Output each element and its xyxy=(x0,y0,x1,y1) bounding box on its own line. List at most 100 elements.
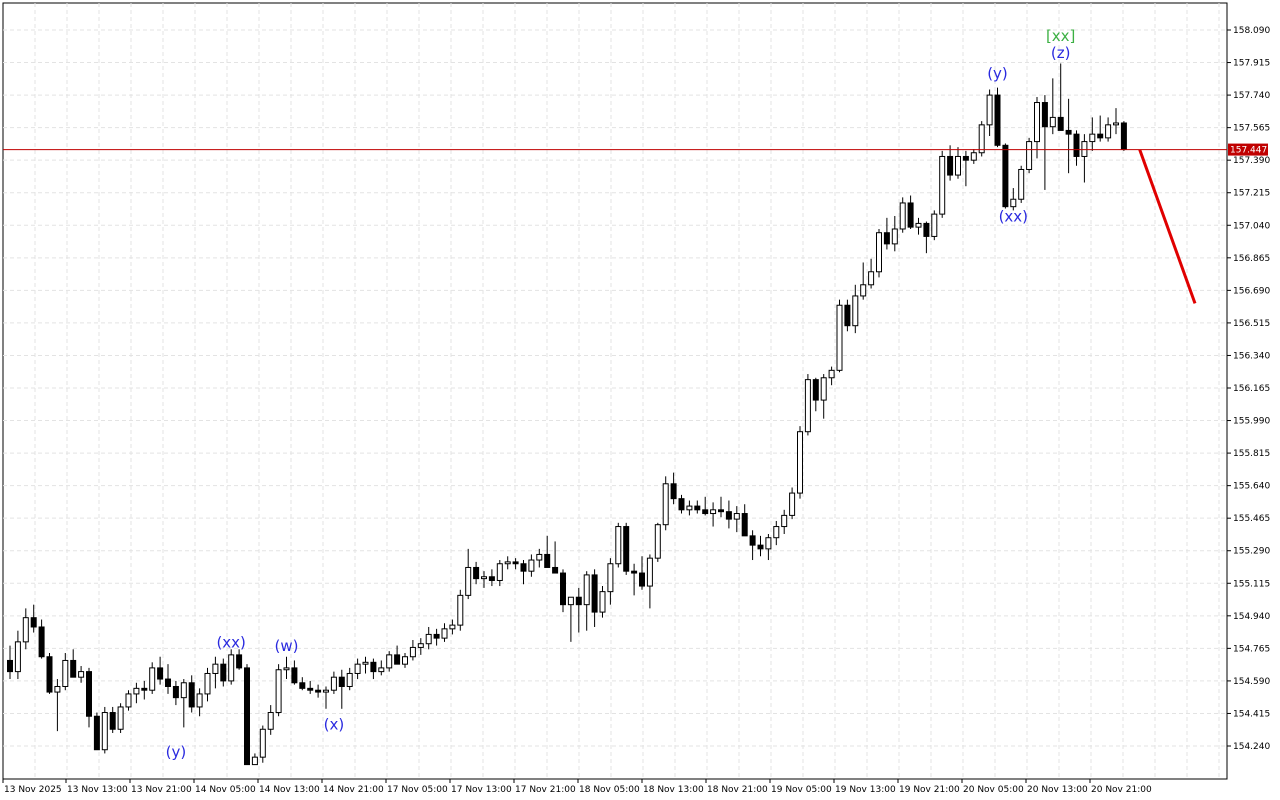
candle xyxy=(157,656,164,685)
candle-body-bull xyxy=(733,513,740,520)
candle xyxy=(315,684,322,698)
candle-body-bull xyxy=(1049,116,1056,128)
candle xyxy=(196,688,203,717)
candle xyxy=(417,638,424,655)
candle xyxy=(876,228,882,278)
overlay: 157.447 xyxy=(3,143,1268,304)
price-tick-label: 157.215 xyxy=(1233,189,1270,199)
candle-body-bull xyxy=(504,561,511,565)
candle xyxy=(212,656,219,689)
candle xyxy=(62,653,69,691)
candle xyxy=(1034,96,1040,159)
candle xyxy=(236,649,243,670)
candle-body-bull xyxy=(228,654,235,682)
candle xyxy=(299,677,306,691)
candle xyxy=(1010,188,1017,211)
candle xyxy=(899,197,906,233)
candle-body-bull xyxy=(536,553,543,561)
candle xyxy=(457,589,464,631)
wave-label: [xx] xyxy=(1046,27,1075,45)
time-tick-label: 18 Nov 13:00 xyxy=(643,785,704,795)
candle-body-bear xyxy=(141,687,148,691)
candle-body-bear xyxy=(157,667,164,680)
candle-body-bull xyxy=(283,667,290,671)
price-tick-label: 154.940 xyxy=(1233,612,1270,622)
candle-body-bull xyxy=(409,646,416,658)
time-tick-label: 14 Nov 21:00 xyxy=(323,785,384,795)
candle-body-bear xyxy=(86,671,92,717)
candle xyxy=(70,649,77,678)
candle-body-bear xyxy=(38,626,45,658)
candle xyxy=(101,706,108,754)
candle xyxy=(172,680,179,706)
forecast-line xyxy=(1138,149,1197,304)
candle-body-bear xyxy=(236,654,243,669)
candle-body-bear xyxy=(623,526,630,572)
candle-body-bear xyxy=(473,566,480,580)
candle-body-bull xyxy=(765,537,772,550)
time-tick-label: 14 Nov 13:00 xyxy=(259,785,320,795)
price-tick-label: 157.390 xyxy=(1233,156,1270,166)
candle-body-bear xyxy=(7,659,13,673)
candle-body-bear xyxy=(188,682,195,708)
candle xyxy=(678,494,685,514)
candle xyxy=(14,630,21,680)
price-tick-label: 155.465 xyxy=(1233,514,1270,524)
candle xyxy=(789,487,796,520)
time-tick-label: 13 Nov 2025 xyxy=(4,785,62,795)
candle-body-bull xyxy=(417,643,424,648)
candle xyxy=(125,690,132,711)
candle-body-bull xyxy=(386,654,393,669)
candle-body-bear xyxy=(1002,144,1009,208)
candle-body-bear xyxy=(591,574,598,613)
candle-body-bull xyxy=(528,559,535,572)
candle xyxy=(1073,130,1080,166)
candle-body-bear xyxy=(907,202,914,228)
candle xyxy=(323,686,329,709)
candle-body-bear xyxy=(812,379,819,401)
candle-body-bull xyxy=(567,596,574,606)
candle xyxy=(512,558,519,570)
candle-body-bull xyxy=(654,524,661,559)
candle-body-bear xyxy=(165,678,171,687)
candle-body-bull xyxy=(852,295,859,327)
candle xyxy=(828,366,835,386)
candle-body-bull xyxy=(1010,198,1017,208)
candle xyxy=(631,563,638,596)
candle xyxy=(1041,95,1048,190)
candle xyxy=(567,596,574,642)
candle-body-bear xyxy=(291,667,298,684)
candle-body-bear xyxy=(962,155,969,161)
candle-body-bear xyxy=(338,676,345,687)
wave-label: (xx) xyxy=(999,208,1028,226)
candle xyxy=(797,426,803,499)
candle xyxy=(362,656,369,674)
candle xyxy=(725,500,732,529)
price-tick-label: 157.565 xyxy=(1233,124,1270,134)
candle xyxy=(694,500,701,514)
candle-body-bull xyxy=(212,663,219,674)
candle xyxy=(520,560,527,585)
candle-body-bull xyxy=(599,591,606,613)
wave-label: (xx) xyxy=(216,633,245,651)
candle xyxy=(244,664,250,766)
candle xyxy=(804,374,811,436)
wave-labels: (y) (xx) (w) (x) (y) (xx) (z)[xx] xyxy=(166,27,1076,761)
candle-body-bull xyxy=(789,492,796,516)
candle-body-bear xyxy=(46,656,53,693)
candle-body-bull xyxy=(891,228,898,245)
candle xyxy=(307,680,314,694)
candle-body-bear xyxy=(757,544,764,550)
candle xyxy=(228,649,235,685)
candle xyxy=(338,669,345,709)
candle-body-bull xyxy=(267,712,274,730)
candle xyxy=(441,623,448,642)
candle-body-bull xyxy=(710,509,717,515)
candle xyxy=(528,554,535,577)
wave-label: (y) xyxy=(166,743,187,761)
candle xyxy=(646,554,653,609)
candle xyxy=(78,666,85,683)
candle xyxy=(686,500,693,516)
candle xyxy=(986,89,993,137)
candle-body-bull xyxy=(583,574,590,606)
